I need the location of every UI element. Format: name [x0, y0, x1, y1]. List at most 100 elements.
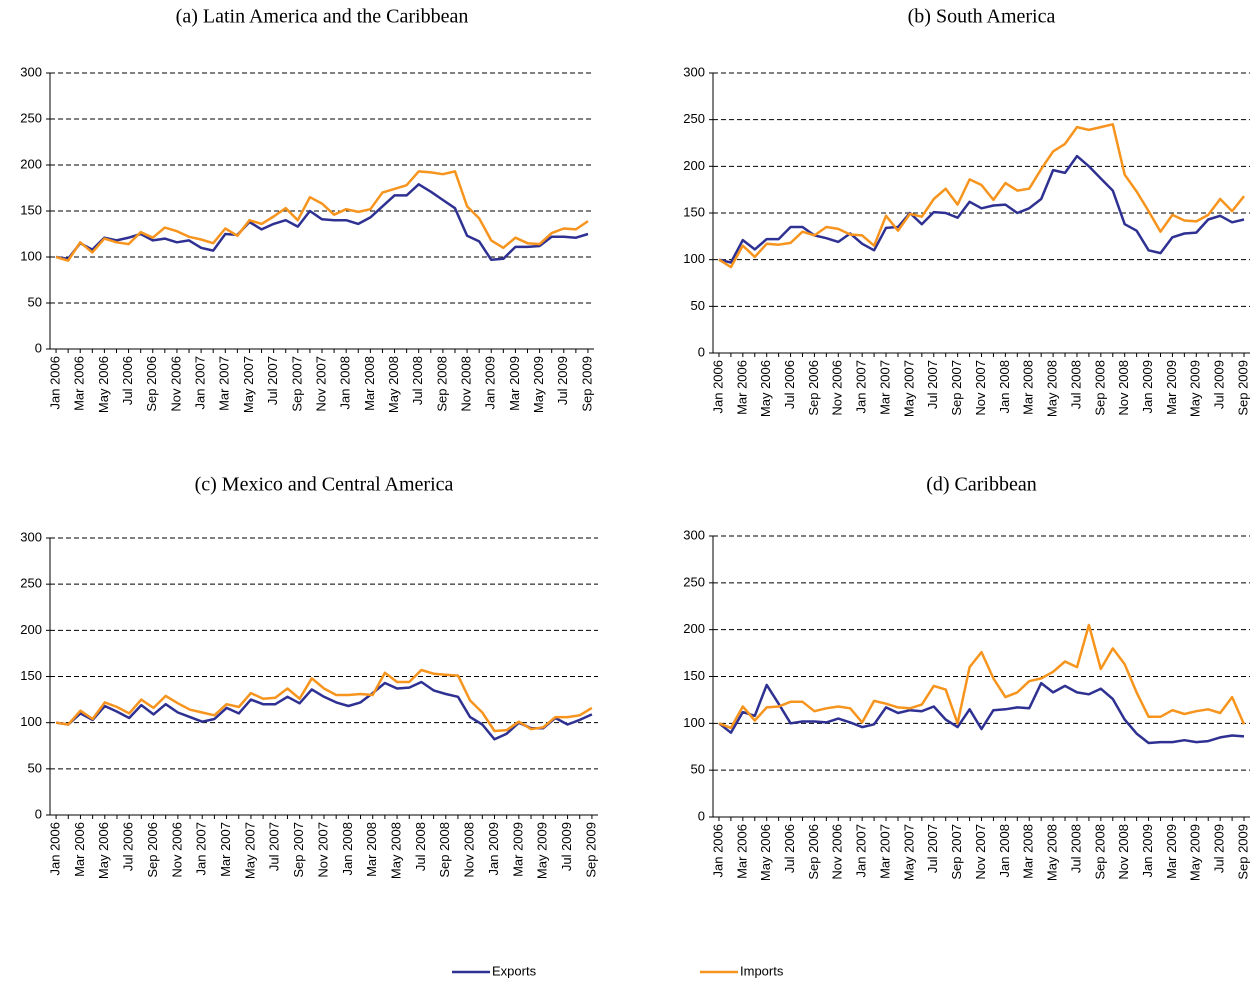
x-tick-label: Sep 2006	[145, 822, 160, 878]
y-tick-label: 0	[35, 340, 42, 355]
x-tick-label: Nov 2008	[1116, 824, 1131, 880]
y-tick-label: 200	[683, 621, 705, 636]
x-tick-label: Mar 2006	[734, 360, 749, 415]
x-tick-label: Jan 2006	[710, 360, 725, 414]
y-tick-label: 200	[20, 622, 42, 637]
data-line	[55, 170, 589, 262]
x-tick-label: Sep 2006	[806, 360, 821, 416]
x-tick-label: Sep 2007	[949, 824, 964, 880]
y-tick-label: 50	[691, 762, 705, 777]
x-tick-label: Nov 2008	[462, 822, 477, 878]
x-tick-label: Mar 2008	[1021, 360, 1036, 415]
x-tick-label: Nov 2006	[169, 822, 184, 878]
y-tick-label: 300	[683, 64, 705, 79]
y-tick-label: 250	[20, 110, 42, 125]
x-tick-label: Nov 2006	[830, 824, 845, 880]
y-tick-label: 100	[20, 714, 42, 729]
x-tick-label: Sep 2008	[1092, 360, 1107, 416]
x-tick-label: Sep 2007	[289, 356, 304, 412]
x-tick-label: Mar 2007	[877, 824, 892, 879]
x-tick-label: May 2008	[1045, 824, 1060, 881]
x-tick-label: Jan 2007	[194, 822, 209, 876]
x-tick-label: Jan 2009	[1140, 360, 1155, 414]
y-tick-label: 0	[698, 344, 705, 359]
x-tick-label: Jul 2007	[925, 360, 940, 409]
y-tick-label: 150	[20, 202, 42, 217]
x-tick-label: Jul 2008	[413, 822, 428, 871]
y-tick-label: 100	[683, 251, 705, 266]
x-tick-label: May 2009	[531, 356, 546, 413]
x-tick-label: Mar 2009	[1164, 360, 1179, 415]
y-tick-label: 300	[20, 64, 42, 79]
data-line	[718, 681, 1245, 745]
chart-title: (b) South America	[908, 6, 1056, 28]
x-tick-label: Jan 2008	[340, 822, 355, 876]
x-tick-label: Mar 2006	[734, 824, 749, 879]
data-line	[55, 680, 593, 741]
x-tick-label: Nov 2008	[1116, 360, 1131, 416]
x-tick-label: Jul 2009	[555, 356, 570, 405]
y-tick-label: 100	[20, 248, 42, 263]
x-tick-label: Sep 2006	[144, 356, 159, 412]
y-tick-label: 150	[20, 668, 42, 683]
x-tick-label: Jan 2009	[483, 356, 498, 410]
x-tick-label: May 2008	[386, 356, 401, 413]
x-tick-label: Jan 2008	[338, 356, 353, 410]
x-tick-label: Jan 2007	[854, 824, 869, 878]
x-tick-label: Mar 2007	[217, 356, 232, 411]
y-tick-label: 150	[683, 204, 705, 219]
x-tick-label: Mar 2007	[218, 822, 233, 877]
chart-title: (a) Latin America and the Caribbean	[176, 6, 469, 28]
x-tick-label: Sep 2009	[1235, 824, 1250, 880]
y-tick-label: 0	[35, 806, 42, 821]
x-tick-label: Jan 2006	[48, 822, 63, 876]
y-tick-label: 250	[20, 576, 42, 591]
x-tick-label: Jan 2008	[997, 360, 1012, 414]
y-tick-label: 250	[683, 574, 705, 589]
x-tick-label: Mar 2009	[1164, 824, 1179, 879]
x-tick-label: Jan 2006	[710, 824, 725, 878]
x-tick-label: Sep 2008	[434, 356, 449, 412]
x-tick-label: Jul 2009	[1212, 360, 1227, 409]
y-tick-label: 300	[20, 529, 42, 544]
x-tick-label: Mar 2006	[72, 356, 87, 411]
y-tick-label: 250	[683, 111, 705, 126]
x-tick-label: Nov 2007	[315, 822, 330, 878]
y-tick-label: 200	[683, 158, 705, 173]
x-tick-label: Sep 2007	[949, 360, 964, 416]
x-tick-label: May 2008	[389, 822, 404, 879]
x-tick-label: May 2007	[241, 356, 256, 413]
y-tick-label: 150	[683, 668, 705, 683]
x-tick-label: Sep 2007	[291, 822, 306, 878]
data-line	[55, 668, 593, 733]
x-tick-label: Jul 2006	[121, 822, 136, 871]
data-line	[718, 623, 1246, 730]
x-tick-label: Jul 2009	[559, 822, 574, 871]
x-tick-label: Nov 2007	[973, 824, 988, 880]
x-tick-label: May 2009	[535, 822, 550, 879]
x-tick-label: Nov 2006	[830, 360, 845, 416]
x-tick-label: Nov 2008	[459, 356, 474, 412]
x-tick-label: Jul 2008	[1068, 360, 1083, 409]
x-tick-label: Mar 2008	[1021, 824, 1036, 879]
data-line	[718, 154, 1245, 264]
x-tick-label: Jan 2007	[193, 356, 208, 410]
x-tick-label: May 2006	[96, 356, 111, 413]
x-tick-label: Jan 2009	[486, 822, 501, 876]
x-tick-label: Sep 2009	[583, 822, 598, 878]
legend-label: Exports	[492, 963, 537, 978]
x-tick-label: Jan 2006	[47, 356, 62, 410]
data-line	[718, 123, 1245, 269]
x-tick-label: Mar 2008	[362, 356, 377, 411]
y-tick-label: 200	[20, 156, 42, 171]
x-tick-label: Sep 2008	[437, 822, 452, 878]
x-tick-label: May 2008	[1045, 360, 1060, 417]
x-tick-label: Mar 2009	[507, 356, 522, 411]
x-tick-label: Sep 2008	[1092, 824, 1107, 880]
x-tick-label: Jul 2008	[410, 356, 425, 405]
y-tick-label: 0	[698, 808, 705, 823]
x-tick-label: Nov 2007	[313, 356, 328, 412]
x-tick-label: Mar 2008	[364, 822, 379, 877]
x-tick-label: May 2006	[758, 360, 773, 417]
